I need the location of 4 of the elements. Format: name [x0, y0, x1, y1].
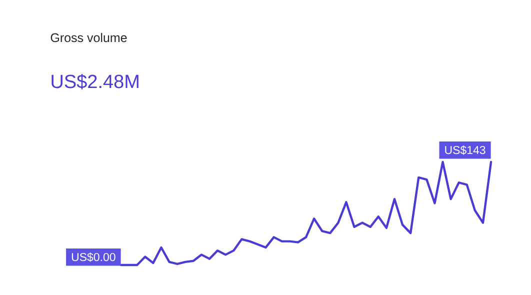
chart-subtitle: US$2.48M: [52, 74, 138, 90]
chart-title: Gross volume: [50, 32, 127, 42]
text: US$0.00: [72, 252, 116, 262]
text: US$143: [445, 145, 486, 155]
